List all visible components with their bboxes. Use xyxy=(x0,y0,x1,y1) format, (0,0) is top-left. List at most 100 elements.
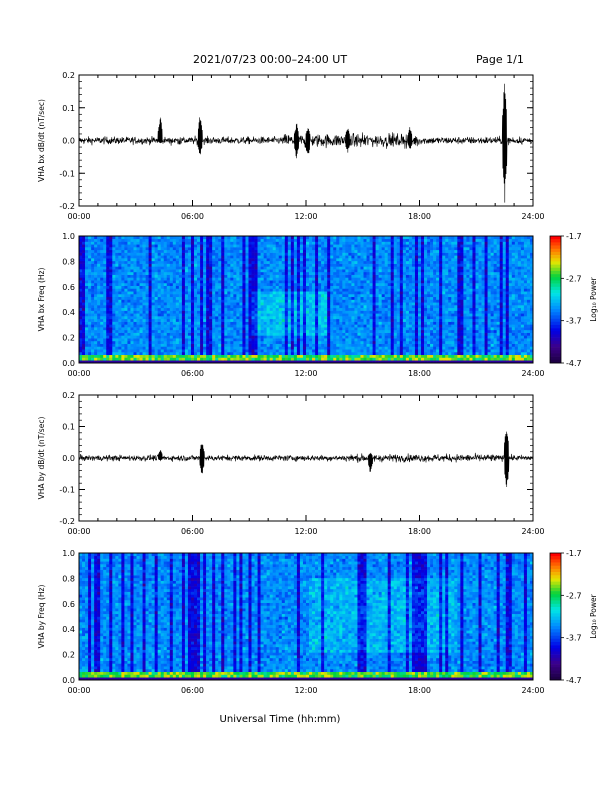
spectrogram-cell xyxy=(342,313,346,317)
spectrogram-cell xyxy=(269,327,274,331)
spectrogram-cell xyxy=(263,236,267,240)
spectrogram-cell xyxy=(239,274,243,278)
spectrogram-cell xyxy=(281,274,286,278)
spectrogram-cell xyxy=(266,324,270,328)
spectrogram-cell xyxy=(284,338,289,342)
spectrogram-cell xyxy=(145,310,149,314)
spectrogram-cell xyxy=(145,307,149,311)
spectrogram-cell xyxy=(212,293,216,298)
spectrogram-cell xyxy=(139,277,143,281)
spectrogram-cell xyxy=(197,324,201,328)
spectrogram-cell xyxy=(260,269,264,273)
spectrogram-cell xyxy=(106,280,110,284)
spectrogram-cell xyxy=(251,241,255,245)
spectrogram-cell xyxy=(269,296,274,300)
spectrogram-cell xyxy=(203,293,207,298)
spectrogram-cell xyxy=(290,274,295,278)
spectrogram-cell xyxy=(284,313,289,317)
spectrogram-cell xyxy=(390,329,395,333)
spectrogram-cell xyxy=(254,244,258,248)
spectrogram-cell xyxy=(242,346,246,350)
spectrogram-cell xyxy=(145,241,149,245)
spectrogram-cell xyxy=(184,285,189,289)
spectrogram-cell xyxy=(206,274,210,278)
spectrogram-cell xyxy=(378,302,382,306)
spectrogram-cell xyxy=(221,357,225,361)
spectrogram-cell xyxy=(357,340,361,344)
spectrogram-cell xyxy=(239,236,243,240)
spectrogram-cell xyxy=(378,285,382,289)
spectrogram-cell xyxy=(387,263,392,267)
spectrogram-cell xyxy=(284,244,289,248)
spectrogram-cell xyxy=(284,269,289,273)
spectrogram-cell xyxy=(157,291,162,295)
spectrogram-cell xyxy=(293,357,298,361)
spectrogram-cell xyxy=(166,324,171,328)
spectrogram-cell xyxy=(260,351,264,356)
spectrogram-cell xyxy=(269,244,274,248)
spectrogram-cell xyxy=(251,335,255,339)
spectrogram-cell xyxy=(160,236,165,240)
spectrogram-cell xyxy=(290,343,295,347)
spectrogram-cell xyxy=(342,282,346,286)
spectrogram-cell xyxy=(221,269,225,273)
spectrogram-cell xyxy=(109,360,113,364)
spectrogram-cell xyxy=(339,263,343,267)
spectrogram-cell xyxy=(169,249,174,253)
spectrogram-cell xyxy=(94,285,98,289)
spectrogram-cell xyxy=(384,247,389,251)
spectrogram-cell xyxy=(363,349,367,353)
spectrogram-cell xyxy=(187,321,192,325)
spectrogram-cell xyxy=(227,241,231,245)
spectrogram-cell xyxy=(124,307,128,311)
spectrogram-cell xyxy=(306,280,310,284)
spectrogram-cell xyxy=(266,318,270,322)
spectrogram-cell xyxy=(178,277,183,281)
spectrogram-cell xyxy=(275,302,280,306)
spectrogram-cell xyxy=(251,346,255,350)
spectrogram-cell xyxy=(257,293,261,298)
spectrogram-cell xyxy=(100,263,104,267)
spectrogram-cell xyxy=(194,338,198,342)
spectrogram-cell xyxy=(206,263,210,267)
spectrogram-cell xyxy=(175,357,180,361)
spectrogram-cell xyxy=(160,285,165,289)
spectrogram-cell xyxy=(157,351,162,356)
spectrogram-cell xyxy=(236,302,240,306)
spectrogram-cell xyxy=(197,247,201,251)
spectrogram-cell xyxy=(299,236,304,240)
spectrogram-cell xyxy=(218,327,222,331)
spectrogram-cell xyxy=(103,238,107,242)
spectrogram-cell xyxy=(293,335,298,339)
spectrogram-cell xyxy=(372,327,376,331)
spectrogram-cell xyxy=(321,318,325,322)
spectrogram-cell xyxy=(299,282,304,286)
spectrogram-cell xyxy=(354,302,358,306)
spectrogram-cell xyxy=(169,329,174,333)
spectrogram-cell xyxy=(109,288,113,292)
spectrogram-cell xyxy=(148,313,152,317)
spectrogram-cell xyxy=(318,266,322,270)
spectrogram-cell xyxy=(160,349,165,353)
spectrogram-cell xyxy=(242,324,246,328)
spectrogram-cell xyxy=(315,338,319,342)
spectrogram-cell xyxy=(181,316,186,320)
spectrogram-cell xyxy=(260,252,264,256)
spectrogram-cell xyxy=(197,335,201,339)
spectrogram-cell xyxy=(215,260,219,264)
spectrogram-cell xyxy=(345,310,349,314)
spectrogram-cell xyxy=(293,296,298,300)
spectrogram-cell xyxy=(121,321,125,325)
spectrogram-cell xyxy=(284,260,289,264)
spectrogram-cell xyxy=(206,260,210,264)
spectrogram-cell xyxy=(130,343,134,347)
spectrogram-cell xyxy=(360,351,364,356)
spectrogram-cell xyxy=(351,280,355,284)
spectrogram-cell xyxy=(384,293,389,298)
spectrogram-cell xyxy=(302,302,307,306)
spectrogram-cell xyxy=(348,310,352,314)
spectrogram-cell xyxy=(260,307,264,311)
spectrogram-cell xyxy=(97,332,101,336)
spectrogram-cell xyxy=(293,241,298,245)
spectrogram-cell xyxy=(345,346,349,350)
